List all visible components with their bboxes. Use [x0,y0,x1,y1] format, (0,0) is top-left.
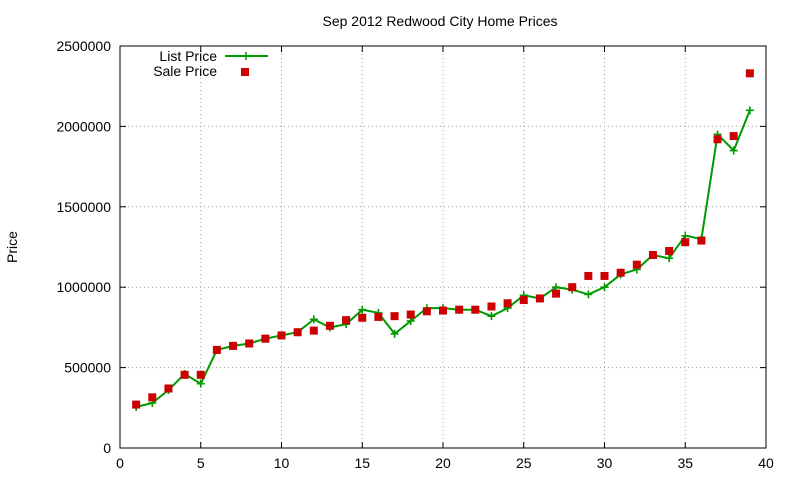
sale-price-point [600,271,609,280]
list-price-point [196,379,205,388]
grid-lines [120,46,766,448]
x-tick-label: 40 [758,455,774,471]
x-tick-label: 15 [354,455,370,471]
x-tick-label: 0 [116,455,124,471]
sale-price-point [277,331,286,340]
sale-price-point [245,339,254,348]
legend: List Price Sale Price [153,48,268,79]
sale-price-point [342,316,351,325]
y-tick-label: 1000000 [56,279,111,295]
sale-price-point [212,345,221,354]
sale-price-point [745,69,754,78]
sale-price-point [729,132,738,141]
x-tick-label: 35 [677,455,693,471]
legend-label-list-price: List Price [159,48,217,64]
sale-price-point [148,393,157,402]
y-tick-label: 2500000 [56,38,111,54]
x-tick-label: 5 [197,455,205,471]
list-price-point [745,106,754,115]
sale-price-point [665,247,674,256]
sale-price-point [697,236,706,245]
sale-price-point [406,310,415,319]
x-ticks: 0 5 10 15 20 25 30 35 40 [116,46,774,471]
legend-cross [242,52,250,60]
sale-price-point [309,326,318,335]
y-tick-label: 2000000 [56,118,111,134]
sale-price-point [632,260,641,269]
sale-price-point [503,299,512,308]
list-price-point [487,312,496,321]
sale-price-point [439,306,447,315]
x-tick-label: 25 [516,455,532,471]
sale-price-point [648,251,657,260]
sale-price-point [229,341,238,350]
sale-price-point [374,312,383,321]
list-price-point [584,290,593,299]
sale-price-point [196,370,205,379]
list-price-point [665,254,674,263]
sale-price-point [713,135,722,144]
sale-price-point [681,238,690,247]
sale-price-point [293,328,302,337]
sale-price-point [358,313,367,322]
legend-marker-list-price [242,52,250,60]
sale-price-point [261,334,270,343]
sale-price-point [552,289,561,298]
y-tick-label: 1500000 [56,199,111,215]
sale-price-point [535,294,544,303]
sale-price-point [616,268,625,277]
sale-price-point [422,307,431,316]
y-tick-label: 500000 [64,360,111,376]
sale-price-point [390,312,399,321]
x-tick-label: 30 [597,455,613,471]
chart-title: Sep 2012 Redwood City Home Prices [322,13,557,29]
sale-price-point [132,400,141,409]
x-tick-label: 10 [274,455,290,471]
sale-price-point [455,305,464,314]
sale-price-point [164,384,173,393]
sale-price-point [568,283,577,292]
sale-price-point [325,321,334,330]
y-ticks: 0 500000 1000000 1500000 2000000 2500000 [56,38,766,456]
sale-price-point [487,302,496,311]
list-price-point [390,329,399,338]
list-price-point [600,283,609,292]
list-price-point [358,305,367,314]
legend-label-sale-price: Sale Price [153,63,217,79]
list-price-point [729,146,738,155]
sale-price-point [180,370,189,379]
y-tick-label: 0 [103,440,111,456]
sale-price-point [471,305,480,314]
x-tick-label: 20 [435,455,451,471]
list-price-point [309,315,318,324]
legend-marker-sale-price [241,68,249,76]
sale-price-point [519,296,528,305]
series-sale-price [132,69,754,409]
y-axis-label: Price [4,231,20,263]
sale-price-point [584,271,593,280]
